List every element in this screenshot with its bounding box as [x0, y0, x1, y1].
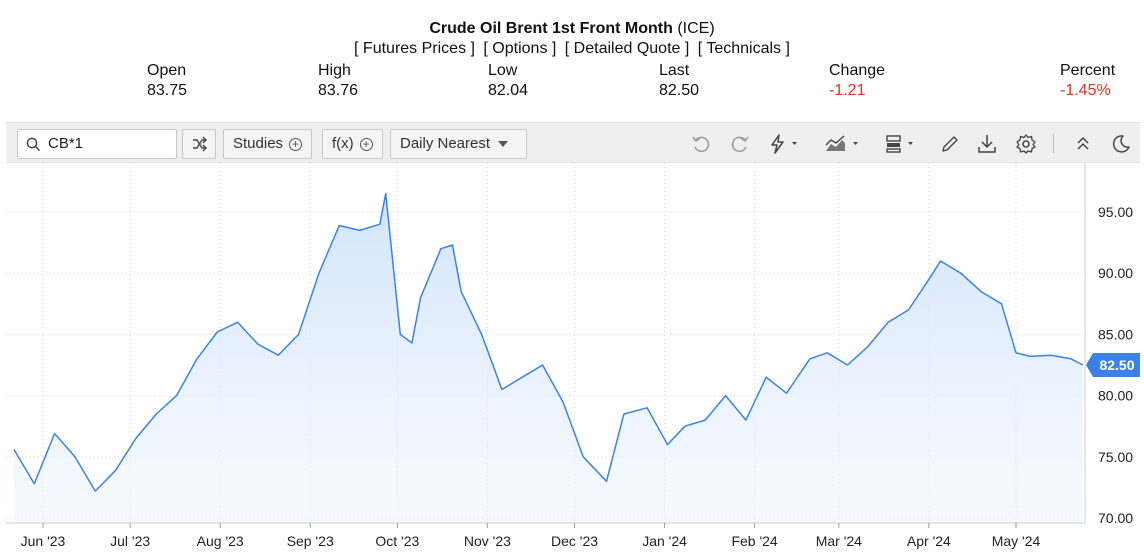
low-stat: Low 82.04 [488, 61, 528, 101]
open-stat: Open 83.75 [147, 61, 187, 101]
dark-mode-icon[interactable] [1108, 131, 1134, 157]
studies-label: Studies [233, 135, 284, 152]
x-tick-label: May '24 [992, 533, 1041, 549]
percent-value: -1.45% [1060, 82, 1111, 99]
x-tick-label: Aug '23 [197, 533, 244, 549]
last-price-tag: 82.50 [1086, 353, 1140, 377]
download-icon[interactable] [974, 131, 1000, 157]
quote-links: [ Futures Prices ] [ Options ] [ Detaile… [0, 40, 1144, 58]
gear-icon[interactable] [1013, 131, 1039, 157]
x-tick-label: Dec '23 [551, 533, 598, 549]
x-tick-label: Apr '24 [907, 533, 951, 549]
pencil-icon[interactable] [937, 131, 963, 157]
area-chart-icon[interactable] [823, 131, 867, 157]
symbol-search-value: CB*1 [48, 135, 84, 152]
instrument-name: Crude Oil Brent 1st Front Month [429, 20, 673, 37]
layout-icon[interactable] [883, 131, 923, 157]
technicals-link[interactable]: [ Technicals ] [697, 40, 790, 57]
percent-label: Percent [1060, 62, 1116, 79]
instrument-title: Crude Oil Brent 1st Front Month (ICE) [0, 20, 1144, 38]
high-value: 83.76 [318, 82, 359, 99]
last-label: Last [659, 62, 690, 79]
studies-button[interactable]: Studies + [223, 129, 313, 159]
y-tick-label: 95.00 [1098, 204, 1133, 220]
interval-select[interactable]: Daily Nearest [390, 129, 527, 159]
price-line [13, 192, 1084, 492]
low-value: 82.04 [488, 82, 529, 99]
x-tick-label: Sep '23 [287, 533, 334, 549]
undo-icon[interactable] [688, 131, 714, 157]
y-tick-label: 80.00 [1098, 388, 1133, 404]
y-tick-label: 75.00 [1098, 449, 1133, 465]
x-tick-label: Mar '24 [816, 533, 862, 549]
x-axis: Jun '23 Jul '23 Aug '23 Sep '23 Oct '23 Nov '… [21, 523, 1041, 549]
change-label: Change [829, 62, 886, 79]
last-price-label: 82.50 [1099, 357, 1134, 373]
x-tick-label: Jan '24 [642, 533, 687, 549]
y-tick-label: 70.00 [1098, 510, 1133, 526]
shuffle-icon [193, 136, 207, 152]
percent-stat: Percent -1.45% [1060, 61, 1115, 101]
y-axis: 70.00 75.00 80.00 85.00 90.00 95.00 [1098, 204, 1133, 526]
x-tick-label: Feb '24 [731, 533, 777, 549]
x-tick-label: Jun '23 [21, 533, 66, 549]
price-area [14, 193, 1083, 523]
options-link[interactable]: [ Options ] [483, 40, 557, 57]
y-tick-label: 90.00 [1098, 265, 1133, 281]
lightning-icon[interactable] [765, 131, 805, 157]
plus-circle-icon: + [359, 137, 373, 151]
open-label: Open [147, 62, 187, 79]
last-price-marker [1086, 353, 1140, 377]
symbol-search-input[interactable]: CB*1 [17, 129, 177, 159]
toolbar-divider [1053, 133, 1054, 153]
exchange-label: (ICE) [677, 20, 715, 37]
last-stat: Last 82.50 [659, 61, 699, 101]
detailed-quote-link[interactable]: [ Detailed Quote ] [564, 40, 690, 57]
interval-label: Daily Nearest [400, 135, 491, 152]
collapse-icon[interactable] [1070, 131, 1096, 157]
high-stat: High 83.76 [318, 61, 358, 101]
plus-circle-icon: + [289, 137, 303, 151]
search-icon [26, 137, 41, 152]
futures-prices-link[interactable]: [ Futures Prices ] [354, 40, 475, 57]
open-value: 83.75 [147, 82, 188, 99]
x-tick-label: Oct '23 [375, 533, 419, 549]
compare-button[interactable] [182, 129, 216, 159]
y-tick-label: 85.00 [1098, 326, 1133, 342]
low-label: Low [488, 62, 518, 79]
x-tick-label: Nov '23 [464, 533, 511, 549]
change-value: -1.21 [829, 82, 866, 99]
chevron-down-icon [498, 141, 509, 148]
fx-button[interactable]: f(x) + [322, 129, 383, 159]
last-value: 82.50 [659, 82, 700, 99]
change-stat: Change -1.21 [829, 61, 885, 101]
high-label: High [318, 62, 351, 79]
x-tick-label: Jul '23 [110, 533, 150, 549]
chart-toolbar: CB*1 Studies + f(x) + Daily Nearest [6, 122, 1140, 163]
fx-label: f(x) [332, 135, 354, 152]
redo-icon[interactable] [727, 131, 753, 157]
